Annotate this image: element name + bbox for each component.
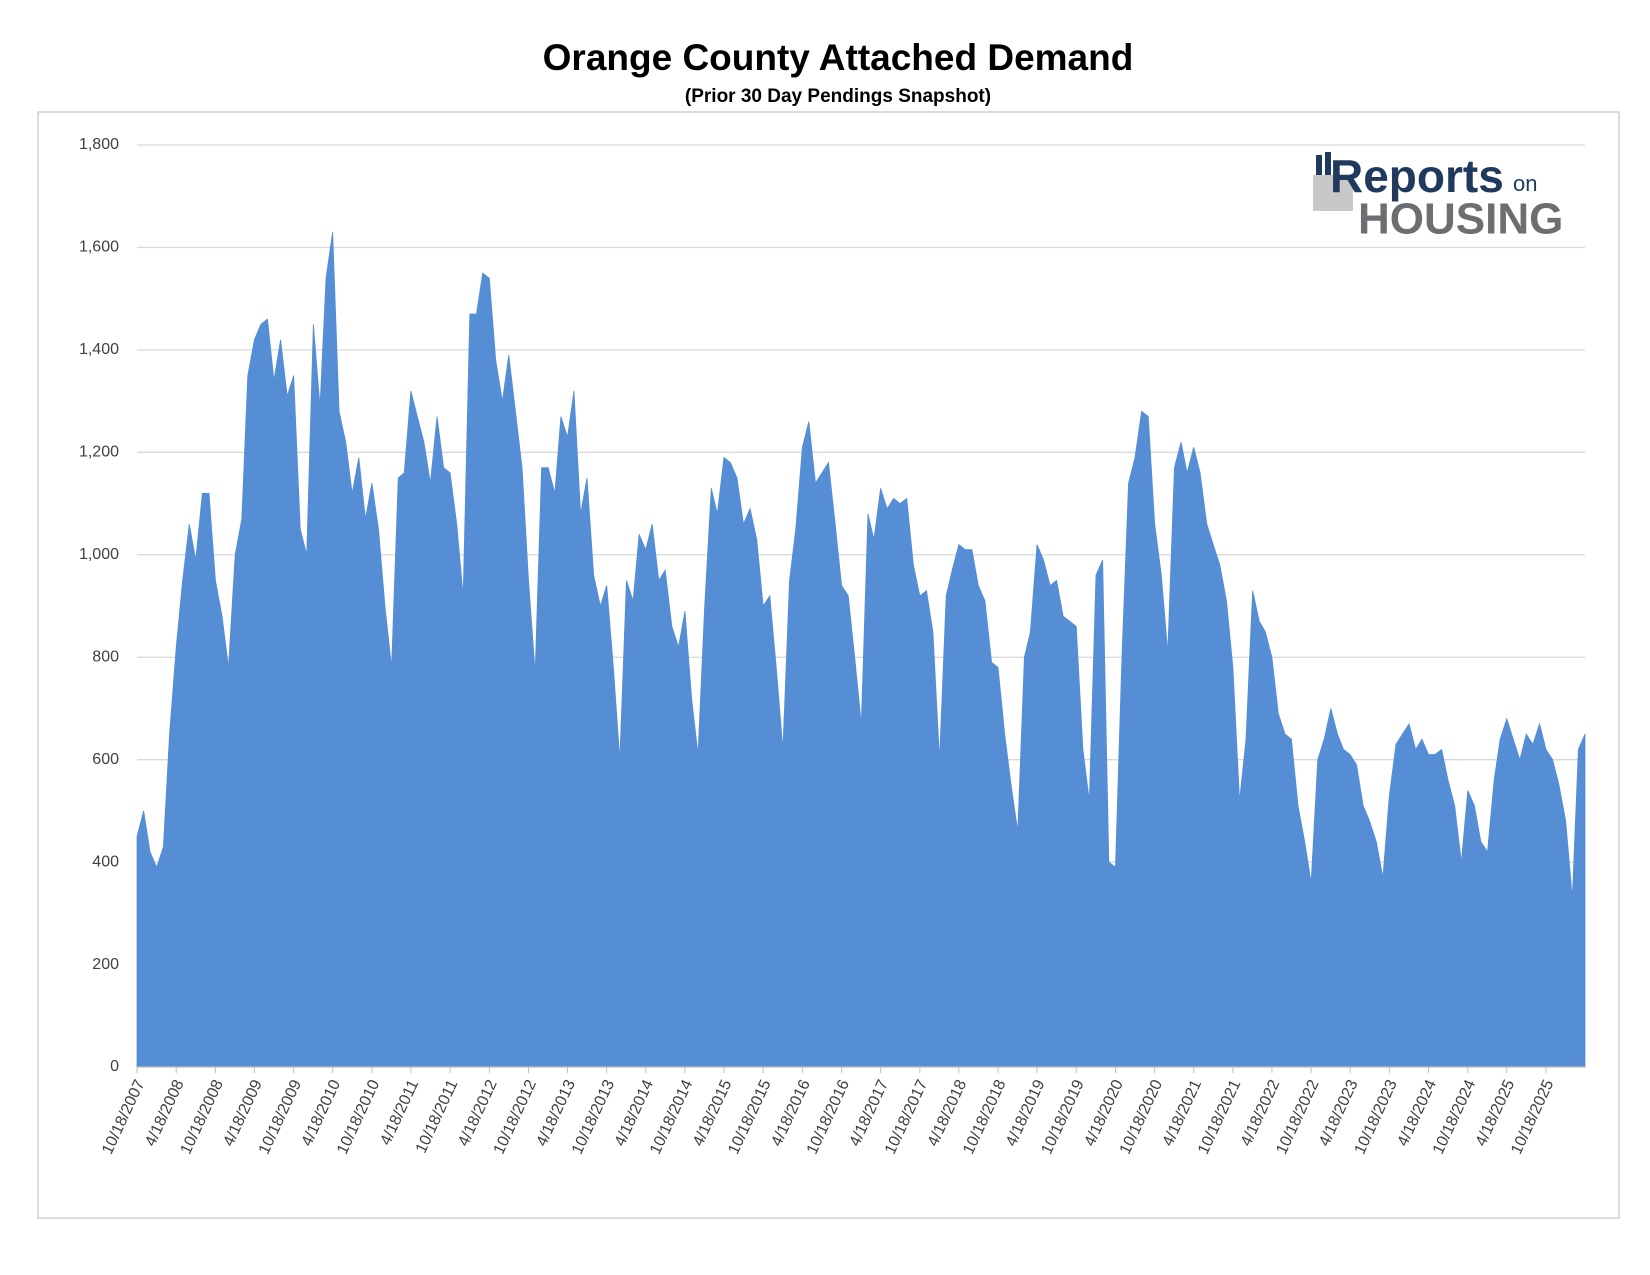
y-tick-label: 200 — [92, 956, 119, 973]
x-tick-label: 4/18/2021 — [1160, 1077, 1206, 1149]
x-tick-label: 4/18/2020 — [1081, 1077, 1127, 1149]
logo-line2: HOUSING — [1358, 195, 1563, 244]
chart-border — [37, 111, 1620, 1219]
y-tick-label: 800 — [92, 648, 119, 665]
y-tick-label: 1,600 — [79, 239, 119, 256]
y-tick-label: 0 — [110, 1058, 119, 1075]
y-tick-label: 1,400 — [79, 341, 119, 358]
x-tick-label: 4/18/2024 — [1395, 1077, 1441, 1149]
x-tick-label: 4/18/2008 — [142, 1077, 188, 1149]
logo-small: on — [1513, 171, 1537, 196]
x-tick-label: 4/18/2019 — [1003, 1077, 1049, 1149]
x-tick-label: 4/18/2017 — [847, 1077, 893, 1149]
x-tick-label: 4/18/2012 — [455, 1077, 501, 1149]
logo: Reports on HOUSING — [1313, 150, 1563, 244]
y-tick-label: 1,200 — [79, 444, 119, 461]
y-tick-label: 400 — [92, 853, 119, 870]
x-tick-label: 4/18/2015 — [690, 1077, 736, 1149]
x-tick-label: 4/18/2013 — [533, 1077, 579, 1149]
y-tick-label: 600 — [92, 751, 119, 768]
x-tick-label: 4/18/2011 — [377, 1077, 422, 1148]
x-tick-label: 4/18/2018 — [925, 1077, 971, 1149]
chart-title: Orange County Attached Demand — [543, 37, 1134, 78]
logo-brand: Reports — [1330, 150, 1504, 202]
x-tick-label: 4/18/2022 — [1238, 1077, 1284, 1149]
logo-shape — [1325, 152, 1331, 175]
x-tick-label: 4/18/2010 — [299, 1077, 345, 1149]
x-tick-label: 10/18/2007 — [99, 1077, 148, 1157]
x-tick-label: 4/18/2009 — [220, 1077, 266, 1149]
x-tick-label: 4/18/2025 — [1473, 1077, 1519, 1149]
logo-shape — [1316, 155, 1322, 175]
area — [136, 232, 1586, 1068]
y-tick-label: 1,000 — [79, 546, 119, 563]
logo-shape — [1313, 175, 1353, 211]
x-tick-label: 4/18/2014 — [612, 1077, 658, 1149]
y-tick-label: 1,800 — [79, 136, 119, 153]
chart-subtitle: (Prior 30 Day Pendings Snapshot) — [685, 86, 991, 107]
x-tick-label: 4/18/2016 — [768, 1077, 814, 1149]
x-tick-label: 4/18/2023 — [1316, 1077, 1362, 1149]
